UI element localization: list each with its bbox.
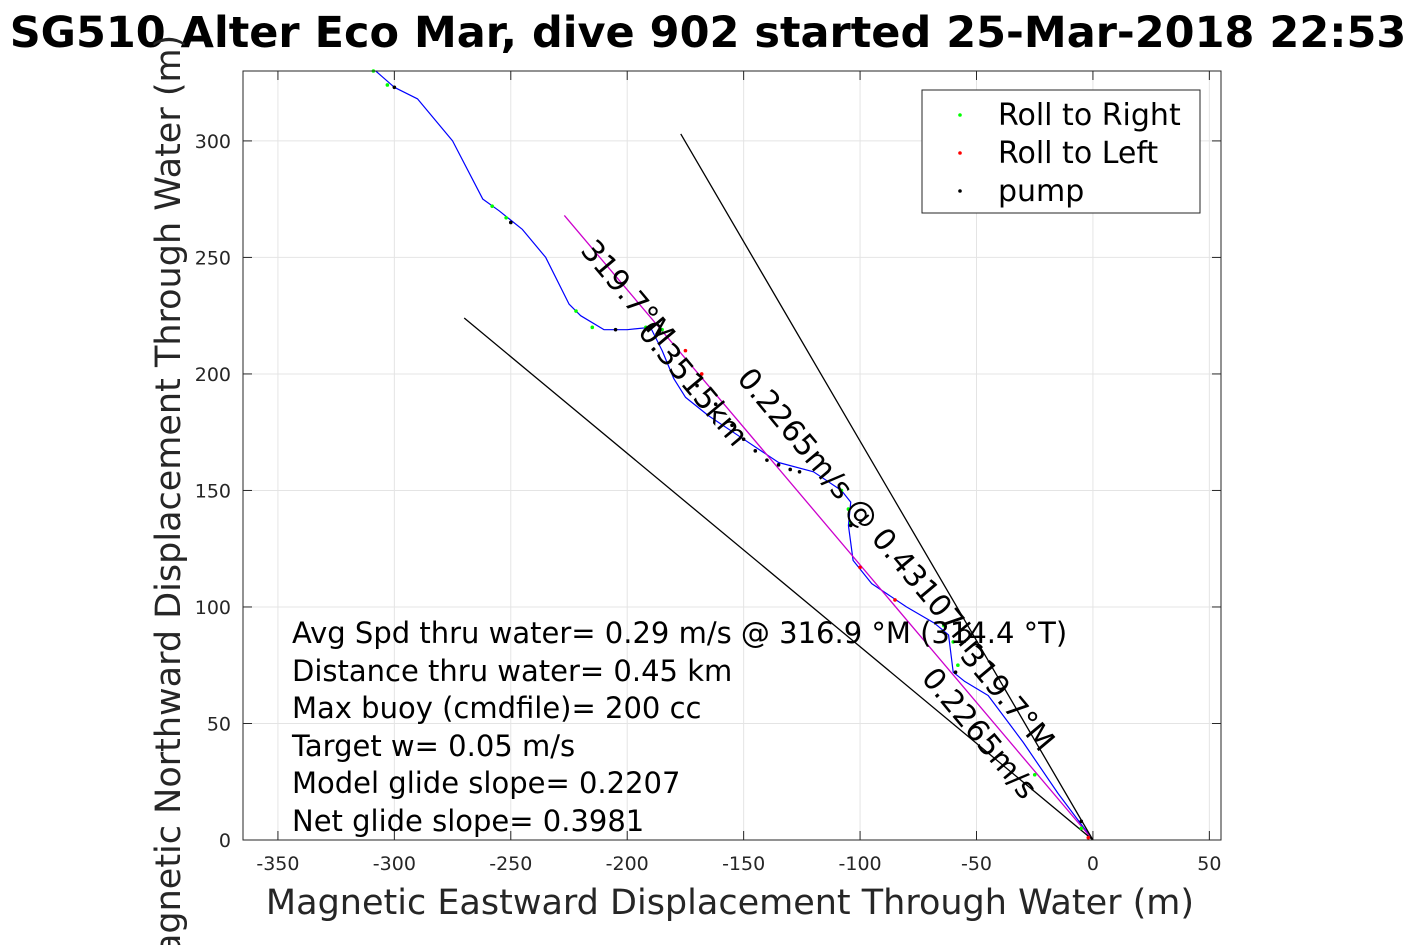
x-tick-label: -300: [373, 853, 416, 875]
x-tick-label: 0: [1087, 853, 1099, 875]
x-tick-label: -200: [606, 853, 649, 875]
marker-roll-left: [1086, 835, 1091, 840]
chart-title: SG510 Alter Eco Mar, dive 902 started 25…: [10, 8, 1407, 58]
marker-roll-right: [504, 216, 508, 220]
marker-roll-right: [951, 640, 956, 644]
marker-roll-right: [590, 325, 595, 330]
marker-pump: [392, 85, 397, 90]
marker-pump: [765, 458, 769, 462]
y-tick-label: 50: [207, 713, 231, 735]
plot-frame: [242, 70, 1222, 841]
marker-pump: [753, 449, 758, 453]
stat-target-w: Target w= 0.05 m/s: [291, 729, 575, 763]
stat-distance: Distance thru water= 0.45 km: [292, 654, 732, 688]
y-tick-label: 300: [195, 131, 231, 153]
marker-roll-right: [644, 325, 648, 330]
marker-roll-right: [846, 507, 851, 511]
series-line-bound-lower: [463, 317, 1094, 841]
marker-roll-right: [942, 623, 946, 628]
marker-roll-right: [956, 663, 960, 668]
y-tick-label: 200: [195, 364, 231, 386]
marker-pump: [741, 437, 746, 441]
y-tick-label: 150: [195, 480, 231, 502]
marker-roll-right: [1079, 826, 1084, 831]
series-line-bound-upper: [680, 133, 1094, 841]
marker-pump: [730, 423, 734, 428]
marker-pump: [776, 463, 781, 467]
marker-roll-right: [574, 309, 578, 313]
marker-roll-right: [1032, 772, 1037, 777]
grid-lines: [243, 71, 1221, 841]
x-tick-labels: -350 -300 -250 -200 -150 -100 -50 0 50: [256, 853, 1221, 875]
marker-roll-right: [490, 204, 494, 208]
y-tick-label: 100: [195, 597, 231, 619]
legend-label-roll-right: Roll to Right: [998, 98, 1181, 133]
y-tick-label: 0: [219, 830, 231, 852]
marker-pump: [695, 383, 699, 388]
x-tick-label: -150: [722, 853, 765, 875]
legend-marker-pump: [958, 189, 962, 193]
x-tick-label: -100: [839, 853, 882, 875]
stat-net-glide: Net glide slope= 0.3981: [292, 804, 644, 838]
x-tick-label: 50: [1197, 853, 1221, 875]
legend-label-pump: pump: [998, 174, 1084, 209]
x-tick-label: -350: [256, 853, 299, 875]
stats-block: Avg Spd thru water= 0.29 m/s @ 316.9 °M …: [291, 616, 1067, 838]
marker-roll-right: [839, 488, 844, 493]
marker-roll-left: [683, 348, 688, 353]
marker-pump: [508, 220, 513, 225]
legend-label-roll-left: Roll to Left: [998, 136, 1158, 171]
axis-ticks: [243, 71, 1221, 841]
marker-pump: [713, 402, 718, 407]
x-axis-label: Magnetic Eastward Displacement Through W…: [266, 883, 1194, 923]
x-tick-label: -250: [489, 853, 532, 875]
marker-roll-right: [660, 327, 664, 332]
stat-avg-speed: Avg Spd thru water= 0.29 m/s @ 316.9 °M …: [292, 616, 1067, 650]
data-markers: [371, 69, 1091, 840]
x-tick-label: -50: [961, 853, 992, 875]
marker-pump: [953, 670, 958, 675]
marker-pump: [1079, 819, 1084, 824]
series-lines: [375, 70, 1094, 841]
y-tick-label: 250: [195, 247, 231, 269]
legend-marker-roll-right: [958, 113, 962, 117]
stat-model-glide: Model glide slope= 0.2207: [292, 766, 680, 800]
legend-box: [921, 89, 1201, 214]
marker-pump: [848, 523, 853, 528]
marker-roll-left: [858, 565, 862, 570]
legend-marker-roll-left: [958, 151, 962, 155]
stat-max-buoy: Max buoy (cmdfile)= 200 cc: [292, 691, 701, 725]
marker-pump: [797, 470, 802, 474]
y-axis-label: Magnetic Northward Displacement Through …: [149, 35, 189, 945]
marker-roll-right: [385, 83, 390, 87]
series-line-fit: [563, 215, 1094, 841]
marker-roll-left: [699, 372, 704, 376]
marker-roll-left: [893, 598, 897, 602]
legend: Roll to Right Roll to Left pump: [921, 89, 1201, 214]
marker-pump: [613, 327, 618, 332]
marker-pump: [788, 467, 793, 472]
y-tick-labels: 0 50 100 150 200 250 300: [195, 131, 231, 852]
